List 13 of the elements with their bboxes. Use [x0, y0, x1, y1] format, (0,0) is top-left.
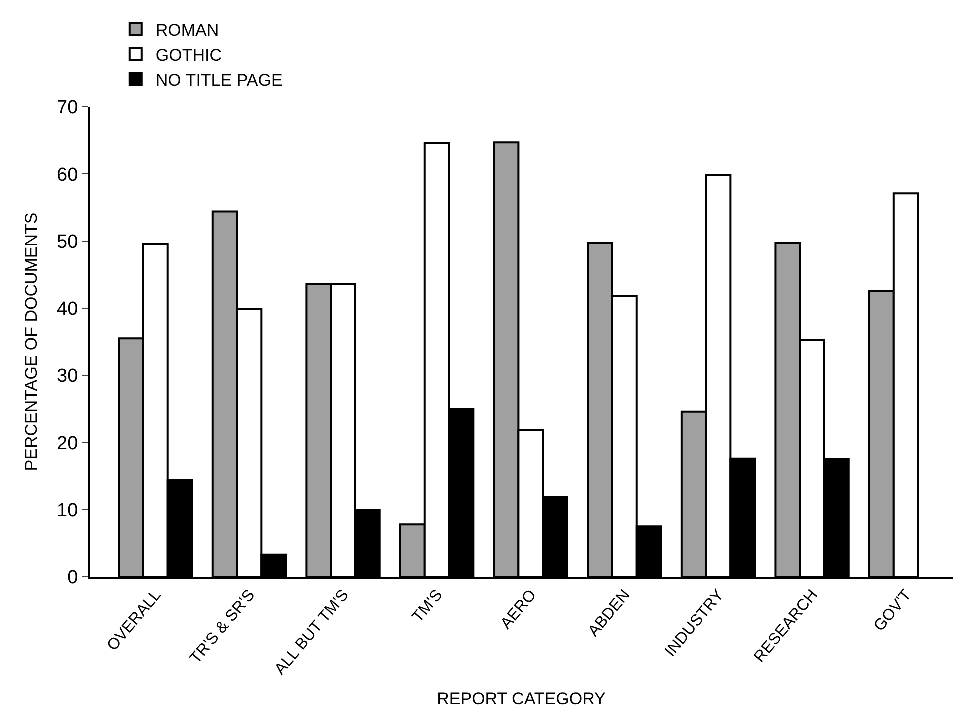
y-axis-title: PERCENTAGE OF DOCUMENTS — [22, 212, 42, 472]
x-axis-title: REPORT CATEGORY — [437, 689, 606, 708]
legend-label: NO TITLE PAGE — [156, 70, 283, 90]
y-tick-label: 70 — [57, 98, 78, 119]
y-tick-label: 40 — [57, 299, 78, 320]
y-tick-label: 0 — [68, 568, 78, 589]
y-tick-label: 50 — [57, 232, 78, 253]
legend-label: GOTHIC — [156, 46, 222, 65]
legend-label: ROMAN — [156, 20, 220, 40]
y-tick-label: 20 — [57, 433, 78, 454]
y-tick-label: 30 — [57, 366, 78, 388]
y-tick-label: 10 — [57, 500, 78, 522]
y-tick-label: 60 — [57, 164, 78, 186]
